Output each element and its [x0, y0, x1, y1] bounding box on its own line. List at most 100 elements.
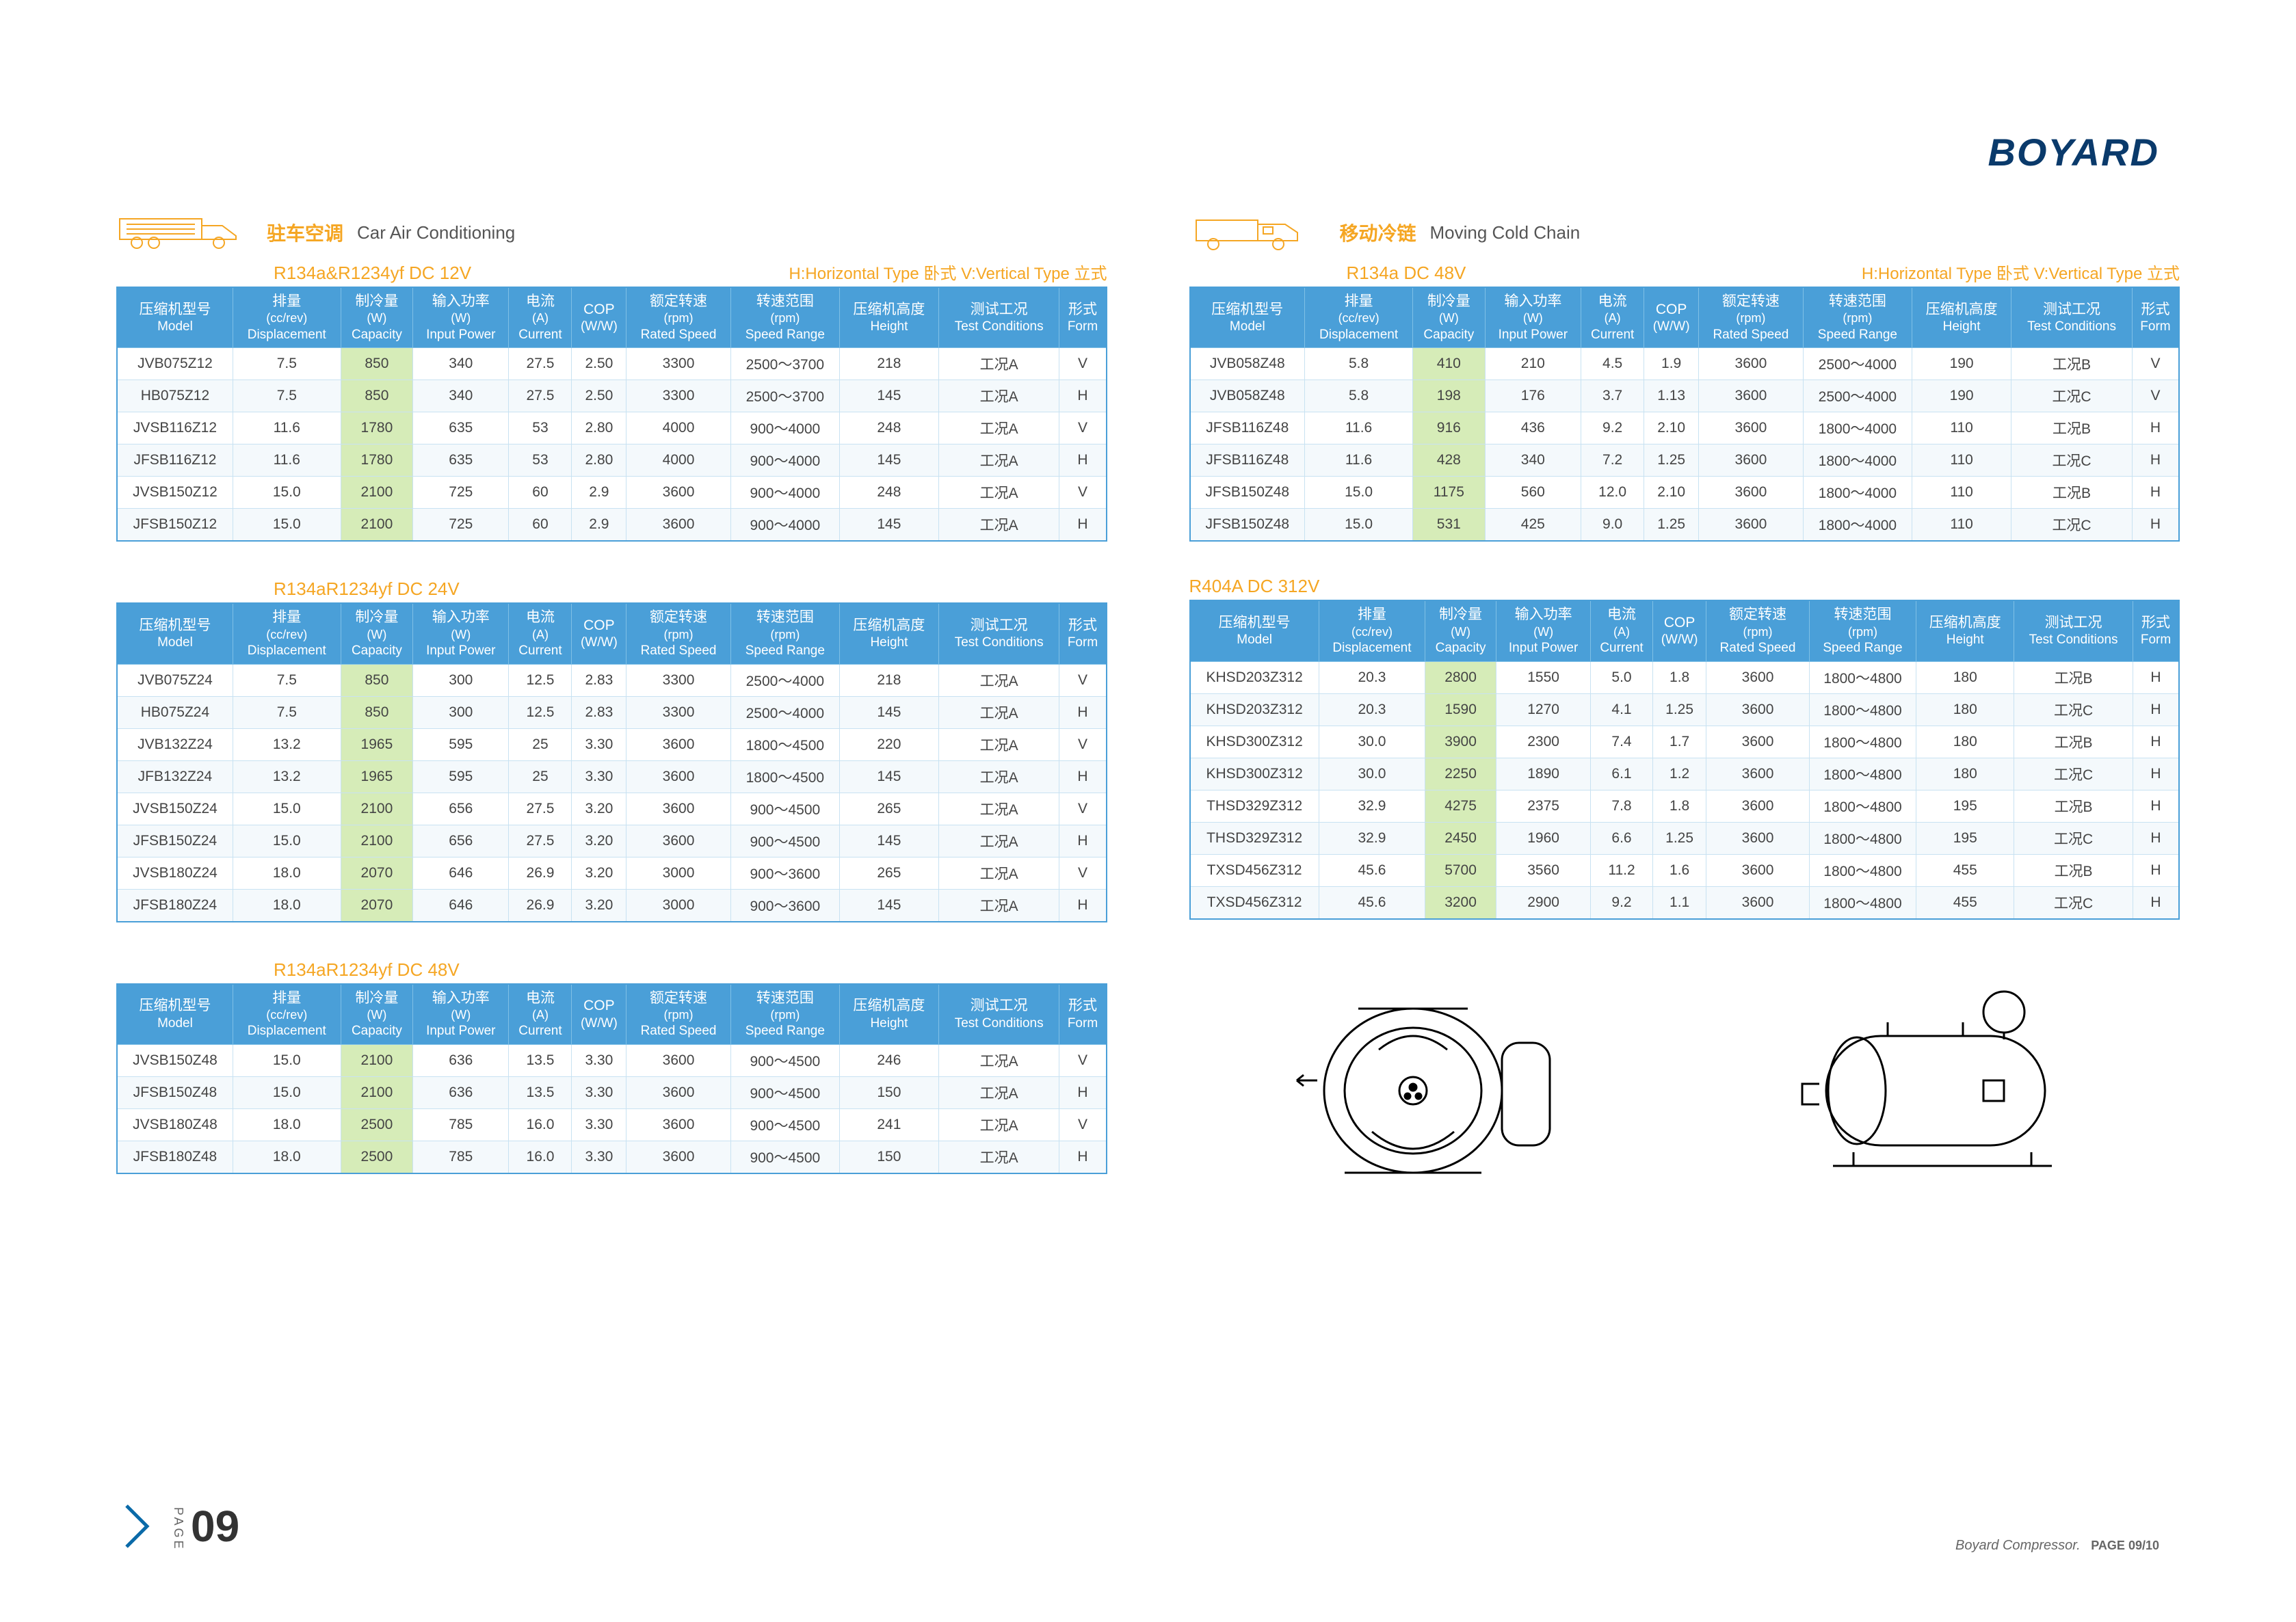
cell: 9.2: [1581, 412, 1644, 444]
cell: 11.2: [1591, 854, 1653, 886]
cell: 1800～4800: [1809, 693, 1916, 726]
col-header: 输入功率(W)Input Power: [1485, 287, 1581, 348]
cell: 3300: [626, 664, 730, 696]
cell: 145: [839, 444, 938, 477]
cell: JFSB150Z24: [117, 825, 233, 857]
cell: 5700: [1425, 854, 1496, 886]
cell: 工况B: [2014, 790, 2133, 822]
col-cn: 电流: [512, 608, 568, 626]
col-header: 输入功率(W)Input Power: [413, 984, 509, 1045]
cell: 145: [839, 889, 938, 922]
cell: H: [1059, 1141, 1107, 1174]
col-cn: 压缩机型号: [1193, 300, 1302, 319]
col-header: 排量(cc/rev)Displacement: [233, 287, 341, 348]
cell: JFB132Z24: [117, 760, 233, 793]
cell: 6.1: [1591, 758, 1653, 790]
cell: JFSB150Z48: [1190, 509, 1305, 542]
col-unit: (cc/rev): [1322, 624, 1422, 640]
cell: KHSD300Z312: [1190, 758, 1319, 790]
cell: 11.6: [233, 444, 341, 477]
col-header: COP(W/W): [1644, 287, 1699, 348]
table-row: JFSB116Z4811.64283407.21.2536001800～4000…: [1190, 444, 2180, 477]
col-cn: 电流: [1594, 605, 1650, 624]
col-cn: 转速范围: [734, 989, 836, 1007]
cell: JVSB116Z12: [117, 412, 233, 444]
cell: JFSB180Z24: [117, 889, 233, 922]
cell: 3600: [626, 1077, 730, 1109]
col-en: Current: [512, 1023, 568, 1040]
cell: 3.30: [572, 1045, 626, 1077]
col-header: 制冷量(W)Capacity: [341, 984, 412, 1045]
cell: 45.6: [1319, 886, 1425, 919]
cell: 248: [839, 477, 938, 509]
cell: 1800～4800: [1809, 854, 1916, 886]
cell: 300: [413, 696, 509, 728]
cell: 2.83: [572, 664, 626, 696]
col-unit: (W): [344, 627, 410, 643]
cell: 3300: [626, 696, 730, 728]
col-cn: 排量: [1308, 292, 1410, 310]
col-en: Displacement: [236, 1023, 338, 1040]
cell: 3600: [626, 477, 730, 509]
cell: H: [2133, 726, 2179, 758]
cell: 53: [509, 444, 572, 477]
col-header: 形式Form: [1059, 603, 1107, 664]
col-cn: 输入功率: [416, 989, 505, 1007]
col-en: Input Power: [1488, 327, 1579, 344]
cell: 3600: [1699, 380, 1804, 412]
col-cn: COP: [575, 616, 623, 635]
cell: 13.2: [233, 760, 341, 793]
cell: 2070: [341, 857, 412, 889]
cell: 11.6: [233, 412, 341, 444]
table-row: THSD329Z31232.9427523757.81.836001800～48…: [1190, 790, 2180, 822]
cell: 900～4500: [730, 1045, 839, 1077]
table-row: JFB132Z2413.21965595253.3036001800～45001…: [117, 760, 1107, 793]
cell: 265: [839, 793, 938, 825]
cell: 180: [1916, 726, 2014, 758]
cell: 5.0: [1591, 661, 1653, 693]
cell: 1800～4800: [1809, 790, 1916, 822]
cell: 3600: [626, 509, 730, 542]
cell: V: [1059, 477, 1107, 509]
cell: 12.5: [509, 664, 572, 696]
cell: 2100: [341, 793, 412, 825]
cell: 26.9: [509, 889, 572, 922]
col-cn: 测试工况: [2014, 300, 2129, 319]
cell: V: [1059, 793, 1107, 825]
col-cn: 制冷量: [1428, 605, 1493, 624]
cell: 1965: [341, 760, 412, 793]
col-header: 压缩机型号Model: [117, 984, 233, 1045]
cell: 3.20: [572, 825, 626, 857]
col-en: Displacement: [1322, 640, 1422, 657]
cell: 30.0: [1319, 726, 1425, 758]
cell: 110: [1912, 477, 2011, 509]
compressor-side-view-icon: [1792, 974, 2093, 1193]
cell: H: [1059, 889, 1107, 922]
col-cn: 制冷量: [344, 292, 410, 310]
cell: HB075Z12: [117, 380, 233, 412]
cell: 工况A: [938, 1077, 1059, 1109]
col-cn: 测试工况: [942, 616, 1057, 635]
cell: 900～4500: [730, 793, 839, 825]
col-unit: (W): [1488, 310, 1579, 326]
cell: 工况A: [938, 760, 1059, 793]
spec-table: 压缩机型号Model 排量(cc/rev)Displacement 制冷量(W)…: [116, 983, 1107, 1174]
table-row: KHSD300Z31230.0390023007.41.736001800～48…: [1190, 726, 2180, 758]
cell: JVB058Z48: [1190, 380, 1305, 412]
left-column: 驻车空调 Car Air Conditioning R134a&R1234yf …: [116, 212, 1107, 1208]
cell: H: [2132, 412, 2179, 444]
table-row: JFSB150Z4815.0117556012.02.1036001800～40…: [1190, 477, 2180, 509]
cell: 1800～4800: [1809, 758, 1916, 790]
cell: 180: [1916, 758, 2014, 790]
right-column: 移动冷链 Moving Cold Chain R134a DC 48V H:Ho…: [1189, 212, 2180, 1208]
table-row: HB075Z127.585034027.52.5033002500～370014…: [117, 380, 1107, 412]
cell: THSD329Z312: [1190, 790, 1319, 822]
cell: 110: [1912, 509, 2011, 542]
cell: JVB058Z48: [1190, 348, 1305, 380]
cell: 27.5: [509, 825, 572, 857]
cell: 18.0: [233, 1109, 341, 1141]
col-en: Model: [1193, 632, 1316, 649]
col-header: 压缩机型号Model: [117, 287, 233, 348]
col-cn: 转速范围: [1806, 292, 1909, 310]
cell: 3200: [1425, 886, 1496, 919]
